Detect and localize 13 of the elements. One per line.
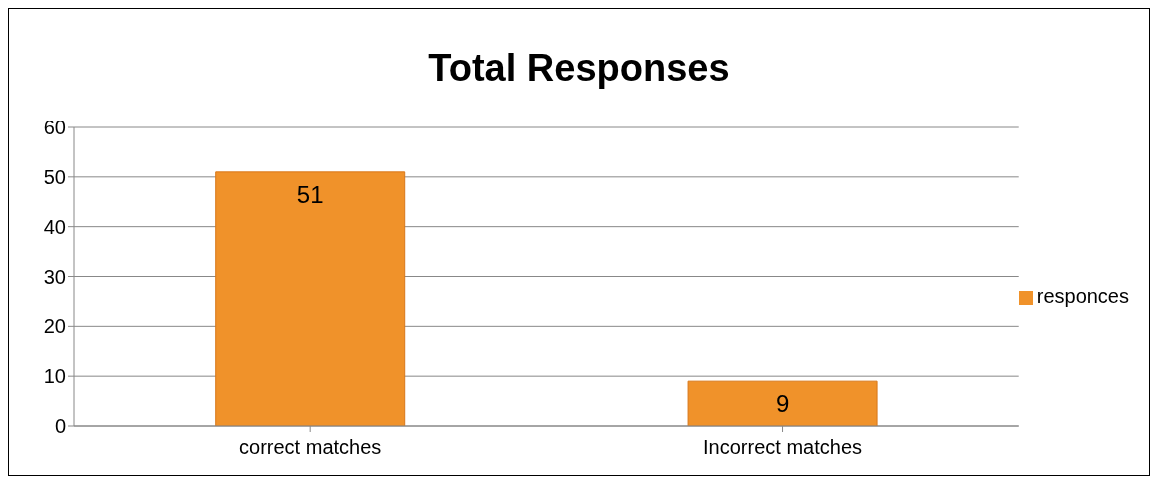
y-tick-label: 50 bbox=[43, 165, 66, 188]
data-label: 9 bbox=[775, 390, 790, 418]
y-tick-label: 20 bbox=[43, 315, 66, 338]
x-tick-label: correct matches bbox=[239, 436, 382, 459]
y-tick-label: 40 bbox=[43, 215, 66, 238]
y-tick-label: 10 bbox=[43, 365, 66, 388]
y-tick-label: 60 bbox=[43, 116, 66, 139]
y-tick-label: 0 bbox=[54, 415, 66, 438]
x-tick-label: Incorrect matches bbox=[703, 436, 863, 459]
chart-title: Total Responses bbox=[428, 47, 730, 89]
y-tick-label: 30 bbox=[43, 265, 66, 288]
data-label: 51 bbox=[296, 180, 324, 208]
legend-label: responces bbox=[1036, 284, 1129, 307]
